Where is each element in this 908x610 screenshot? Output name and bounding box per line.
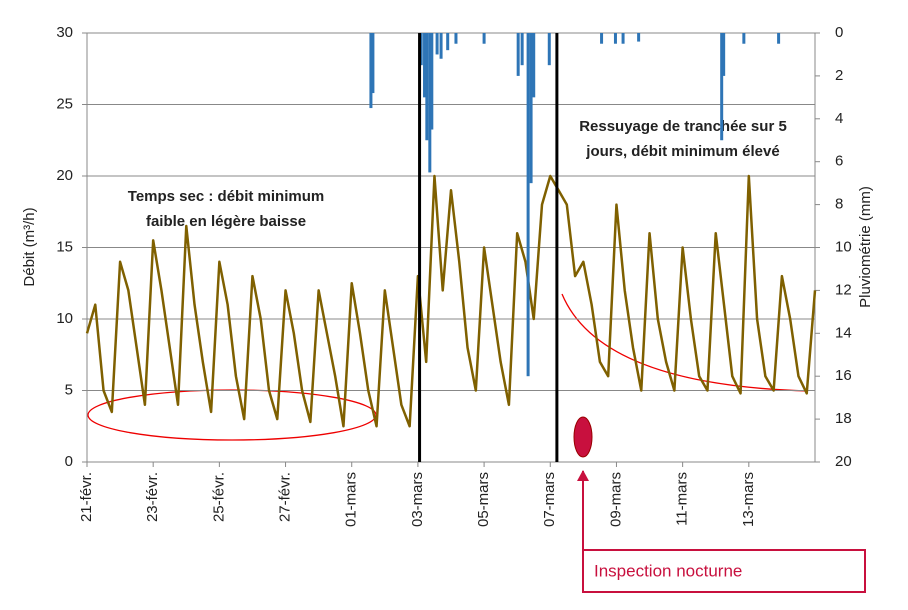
rain-bar [526, 33, 530, 377]
y2-tick-label: 4 [835, 110, 843, 127]
x-tick-label: 23-févr. [144, 472, 161, 522]
y2-tick-label: 0 [835, 24, 843, 41]
rain-bar [547, 33, 551, 66]
y-tick-label: 5 [65, 381, 73, 398]
x-tick-label: 13-mars [740, 472, 757, 527]
rain-bar [532, 33, 536, 98]
rain-bar [742, 33, 746, 44]
rain-bar [720, 33, 724, 141]
x-tick-label: 03-mars [409, 472, 426, 527]
rain-bar [446, 33, 450, 51]
x-tick-label: 05-mars [475, 472, 492, 527]
y2-axis-title: Pluviométrie (mm) [857, 186, 874, 308]
callout-box [582, 549, 866, 593]
rain-bar [454, 33, 458, 44]
y2-tick-label: 2 [835, 67, 843, 84]
rain-bar [600, 33, 604, 44]
x-tick-label: 25-févr. [210, 472, 227, 522]
rain-bar [423, 33, 427, 98]
rain-bar [613, 33, 617, 44]
y2-tick-label: 16 [835, 367, 852, 384]
x-tick-label: 07-mars [541, 472, 558, 527]
annotation: jours, débit minimum élevé [585, 143, 779, 160]
annotation: Temps sec : débit minimum [128, 188, 324, 205]
y2-tick-label: 6 [835, 153, 843, 170]
rain-bar [371, 33, 375, 94]
x-tick-label: 11-mars [674, 472, 691, 526]
y-tick-label: 15 [56, 238, 73, 255]
annotation: faible en légère baisse [146, 213, 306, 230]
rain-bar [439, 33, 443, 59]
rain-bar [419, 33, 423, 66]
x-tick-label: 01-mars [343, 472, 360, 527]
rain-bar [722, 33, 726, 76]
flow-line [85, 174, 817, 428]
y2-tick-label: 18 [835, 410, 852, 427]
y-tick-label: 30 [56, 24, 73, 41]
rain-bar [428, 33, 432, 173]
y2-tick-label: 10 [835, 238, 852, 255]
y-tick-label: 25 [56, 95, 73, 112]
plot-frame [86, 32, 816, 463]
rain-bar [425, 33, 429, 141]
y2-tick-label: 12 [835, 281, 852, 298]
rain-bar [482, 33, 486, 44]
rain-bar [529, 33, 533, 184]
y-tick-label: 0 [65, 453, 73, 470]
annotation: Ressuyage de tranchée sur 5 [579, 118, 787, 135]
callout-text: Inspection nocturne [594, 561, 742, 580]
y-axis-title: Débit (m³/h) [21, 207, 38, 286]
rain-bar [516, 33, 520, 76]
rain-bar [637, 33, 641, 42]
y-tick-label: 10 [56, 310, 73, 327]
rain-bar [520, 33, 524, 66]
rain-bar [369, 33, 373, 109]
x-tick-label: 21-févr. [78, 472, 95, 522]
y2-tick-label: 14 [835, 324, 852, 341]
rain-bar [777, 33, 781, 44]
inspection-marker [573, 416, 593, 458]
y-tick-label: 20 [56, 167, 73, 184]
rain-bar [621, 33, 625, 44]
rain-bar [435, 33, 439, 55]
callout-arrow [577, 470, 589, 481]
x-tick-label: 27-févr. [277, 472, 294, 522]
x-tick-label: 09-mars [607, 472, 624, 527]
y2-tick-label: 20 [835, 453, 852, 470]
rain-bar [430, 33, 434, 130]
y2-tick-label: 8 [835, 196, 843, 213]
